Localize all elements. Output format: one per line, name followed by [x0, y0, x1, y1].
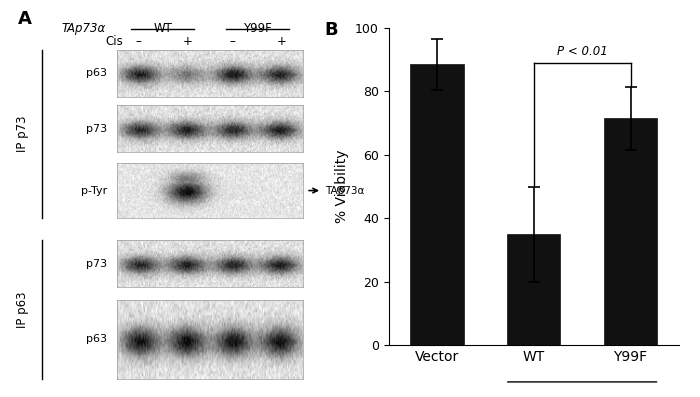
Text: B: B — [325, 21, 338, 39]
Bar — [507, 234, 561, 345]
Text: A: A — [18, 10, 32, 28]
Text: WT: WT — [153, 22, 172, 35]
Bar — [410, 64, 463, 345]
Text: p73: p73 — [85, 123, 107, 134]
Y-axis label: % Viability: % Viability — [335, 150, 349, 224]
Text: p73: p73 — [85, 258, 107, 269]
Text: P < 0.01: P < 0.01 — [556, 45, 608, 58]
Text: –: – — [135, 35, 141, 48]
Text: p63: p63 — [86, 334, 107, 345]
Text: Y99F: Y99F — [243, 22, 272, 35]
Text: –: – — [230, 35, 236, 48]
Text: p63: p63 — [86, 68, 107, 79]
Text: p-Tyr: p-Tyr — [80, 185, 107, 196]
Text: Cis: Cis — [105, 35, 122, 48]
Text: +: + — [182, 35, 192, 48]
Text: TAp73α: TAp73α — [62, 22, 106, 35]
Text: +: + — [276, 35, 287, 48]
Text: TAp73α: TAp73α — [326, 185, 365, 196]
Text: IP p73: IP p73 — [16, 116, 29, 152]
Text: IP p63: IP p63 — [16, 291, 29, 328]
Bar — [604, 118, 657, 345]
